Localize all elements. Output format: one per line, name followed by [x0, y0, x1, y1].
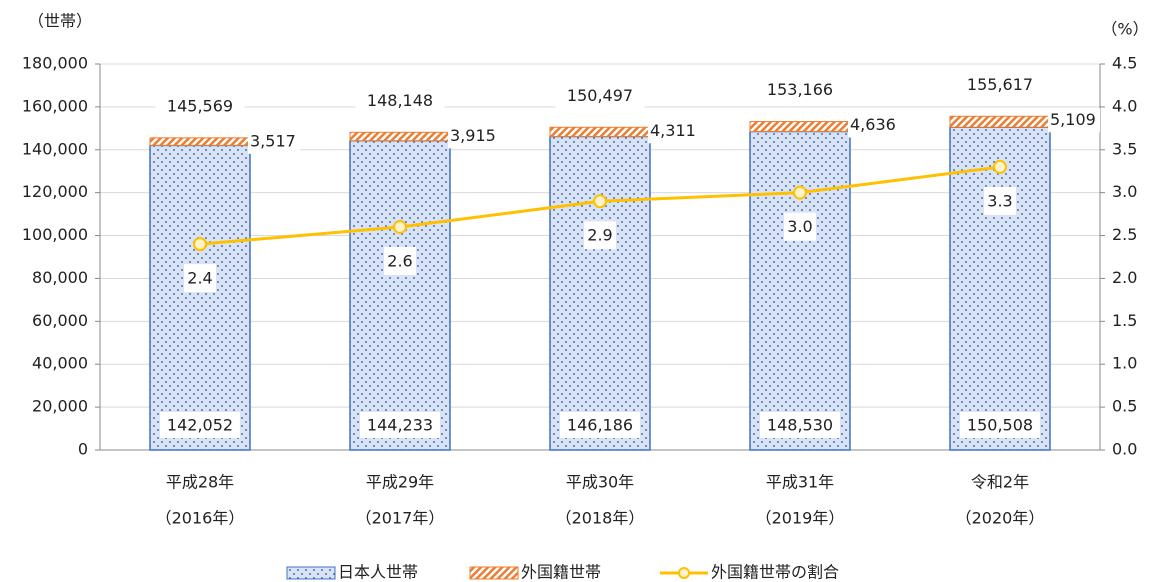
data-label: 4,636 — [850, 115, 896, 134]
x-tick-label: （2016年） — [156, 509, 245, 528]
y-tick-label: 180,000 — [22, 54, 88, 73]
y-tick-label: 0 — [78, 440, 88, 459]
data-label: 3,915 — [450, 126, 496, 145]
label-bg — [160, 412, 240, 438]
label-bg — [248, 129, 300, 154]
y2-tick-label: 2.0 — [1112, 268, 1137, 287]
bar — [949, 126, 1051, 451]
label-bg — [560, 412, 640, 438]
x-tick-label: （2019年） — [756, 509, 845, 528]
x-tick-label: 令和2年 — [971, 473, 1029, 492]
data-label: 142,052 — [167, 416, 233, 435]
x-tick-label: 平成31年 — [766, 473, 834, 492]
bar — [949, 115, 1051, 128]
y2-tick-label: 2.5 — [1112, 225, 1137, 244]
y2-tick-label: 4.5 — [1112, 54, 1137, 73]
data-label: 5,109 — [1050, 110, 1096, 129]
y-tick-label: 20,000 — [32, 397, 88, 416]
bar — [549, 135, 651, 451]
label-bg — [984, 186, 1016, 215]
legend-swatch — [678, 567, 690, 579]
bar — [149, 144, 251, 451]
y2-tick-label: 0.5 — [1112, 397, 1137, 416]
data-label: 3.3 — [987, 191, 1012, 210]
label-bg — [556, 83, 644, 110]
line-marker — [393, 219, 407, 234]
label-bg — [956, 72, 1044, 99]
x-tick-label: （2020年） — [956, 509, 1045, 528]
bar — [749, 130, 851, 451]
bar — [349, 139, 451, 451]
label-bg — [356, 88, 444, 115]
label-bg — [184, 264, 216, 293]
y2-tick-label: 3.5 — [1112, 139, 1137, 158]
legend-label: 外国籍世帯 — [521, 563, 601, 582]
y2-tick-label: 3.0 — [1112, 182, 1137, 201]
bar — [349, 131, 451, 142]
data-label: 144,233 — [367, 416, 433, 435]
data-label: 150,508 — [967, 416, 1033, 435]
label-bg — [756, 77, 844, 104]
y2-tick-label: 0.0 — [1112, 440, 1137, 459]
label-bg — [156, 93, 244, 120]
data-label: 2.6 — [387, 251, 412, 270]
x-tick-label: （2018年） — [556, 509, 645, 528]
label-bg — [384, 246, 416, 275]
x-tick-label: （2017年） — [356, 509, 445, 528]
data-label: 2.4 — [187, 269, 212, 288]
label-bg — [960, 412, 1040, 438]
x-tick-label: 平成29年 — [366, 473, 434, 492]
label-bg — [648, 119, 700, 144]
total-label: 145,569 — [167, 96, 233, 115]
total-label: 148,148 — [367, 91, 433, 110]
data-label: 3,517 — [250, 131, 296, 150]
y-tick-label: 80,000 — [32, 268, 88, 287]
x-tick-label: 平成30年 — [566, 473, 634, 492]
label-bg — [360, 412, 440, 438]
line-marker — [793, 185, 807, 200]
bar — [749, 121, 851, 132]
total-label: 150,497 — [567, 86, 633, 105]
bar — [149, 137, 251, 146]
y-tick-label: 140,000 — [22, 139, 88, 158]
legend-label: 外国籍世帯の割合 — [711, 563, 839, 582]
y-axis-label: （世帯） — [28, 12, 92, 31]
y-tick-label: 160,000 — [22, 96, 88, 115]
label-bg — [760, 412, 840, 438]
data-label: 3.0 — [787, 217, 812, 236]
legend-swatch — [469, 566, 519, 580]
y-tick-label: 40,000 — [32, 354, 88, 373]
legend-swatch — [286, 566, 336, 580]
data-label: 148,530 — [767, 416, 833, 435]
label-bg — [448, 124, 500, 149]
y-tick-label: 100,000 — [22, 225, 88, 244]
line-marker — [193, 237, 207, 252]
y2-tick-label: 4.0 — [1112, 96, 1137, 115]
y-tick-label: 60,000 — [32, 311, 88, 330]
label-bg — [784, 212, 816, 241]
y2-tick-label: 1.5 — [1112, 311, 1137, 330]
label-bg — [584, 221, 616, 250]
y-tick-label: 120,000 — [22, 182, 88, 201]
label-bg — [848, 113, 900, 138]
total-label: 155,617 — [967, 75, 1033, 94]
y2-tick-label: 1.0 — [1112, 354, 1137, 373]
bar — [549, 126, 651, 138]
x-tick-label: 平成28年 — [166, 473, 234, 492]
y2-axis-label: （%） — [1101, 20, 1148, 39]
label-bg — [1048, 108, 1100, 133]
line-marker — [993, 159, 1007, 174]
data-label: 2.9 — [587, 226, 612, 245]
data-label: 4,311 — [650, 121, 696, 140]
legend-label: 日本人世帯 — [338, 563, 418, 582]
total-label: 153,166 — [767, 80, 833, 99]
data-label: 146,186 — [567, 416, 633, 435]
line-marker — [593, 194, 607, 209]
